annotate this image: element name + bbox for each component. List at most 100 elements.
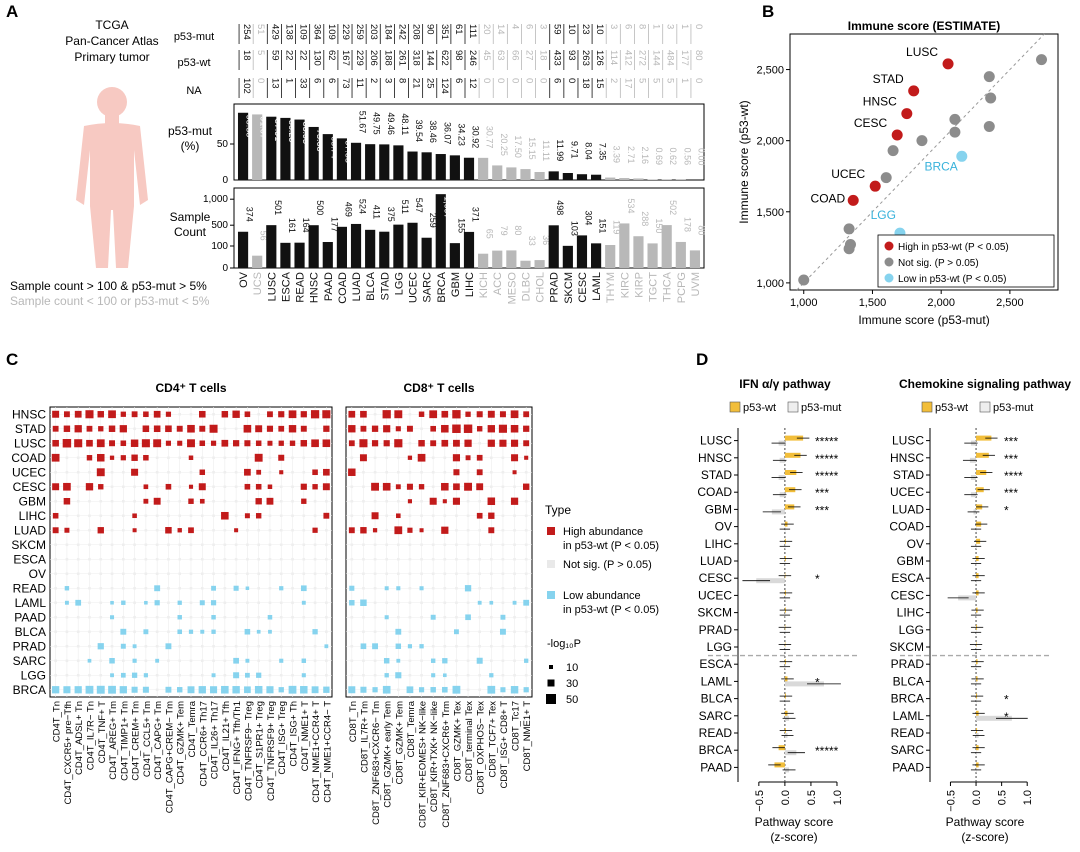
heatmap-cell bbox=[178, 673, 182, 677]
heatmap-cell bbox=[490, 630, 493, 634]
pathway-row-label: PRAD bbox=[891, 657, 925, 671]
count-value-label: 524 bbox=[358, 199, 368, 214]
heatmap-cell bbox=[406, 425, 413, 432]
pathway-row-label: LUAD bbox=[892, 502, 924, 516]
count-value-na_counts: 5 bbox=[636, 78, 647, 83]
heatmap-cell bbox=[408, 601, 412, 605]
pathway-row-label: SARC bbox=[891, 743, 925, 757]
heatmap-cell bbox=[453, 439, 460, 447]
heatmap-cell bbox=[88, 514, 91, 518]
heatmap-cell bbox=[312, 484, 318, 490]
count-value-mut_counts: 3 bbox=[538, 24, 549, 29]
heatmap-cell bbox=[501, 673, 505, 677]
heatmap-cell bbox=[325, 572, 328, 576]
heatmap-cell bbox=[143, 629, 149, 635]
heatmap-column-label: CD8T_ZNF683+CXCR6+ Trm bbox=[441, 701, 452, 828]
size-legend-label: 50 bbox=[566, 694, 578, 706]
heatmap-cell bbox=[110, 630, 114, 634]
heatmap-cell bbox=[513, 543, 516, 547]
y-tick-label: 2,000 bbox=[756, 136, 784, 148]
heatmap-cell bbox=[490, 572, 493, 576]
heatmap-cell bbox=[232, 410, 240, 418]
heatmap-cell bbox=[88, 528, 91, 532]
count-value-na_counts: 2 bbox=[608, 78, 619, 83]
heatmap-cell bbox=[302, 514, 306, 518]
heatmap-cell bbox=[371, 440, 379, 447]
heatmap-cell bbox=[382, 482, 391, 491]
heatmap-cell bbox=[466, 601, 470, 605]
heatmap-cell bbox=[348, 425, 356, 433]
heatmap-cell bbox=[212, 572, 215, 576]
count-value-label: 36 bbox=[541, 235, 551, 245]
heatmap-cell bbox=[360, 686, 367, 693]
count-value-label: 177 bbox=[329, 217, 339, 232]
heatmap-cell bbox=[362, 673, 365, 677]
heatmap-cell bbox=[501, 601, 505, 605]
heatmap-cell bbox=[349, 585, 355, 591]
heatmap-cell bbox=[488, 512, 495, 519]
heatmap-cell bbox=[420, 673, 423, 677]
heatmap-cell bbox=[291, 557, 294, 561]
heatmap-cell bbox=[313, 586, 317, 590]
heatmap-cell bbox=[133, 572, 136, 576]
heatmap-cell bbox=[478, 499, 481, 503]
heatmap-cell bbox=[167, 543, 170, 547]
heatmap-cell bbox=[189, 470, 193, 474]
heatmap-cell bbox=[350, 543, 354, 547]
heatmap-cell bbox=[431, 644, 435, 648]
heatmap-cell bbox=[455, 557, 458, 561]
count-value-mut_counts: 51 bbox=[255, 24, 266, 35]
count-value-mut_counts: 254 bbox=[241, 24, 252, 40]
heatmap-column-label: CD4T_CXCR5+ pre−Tfh bbox=[63, 701, 74, 804]
heatmap-cell bbox=[279, 470, 284, 475]
heatmap-cell bbox=[155, 644, 159, 648]
pathway-row-label: LAML bbox=[893, 709, 925, 723]
heatmap-cell bbox=[64, 586, 70, 591]
heatmap-cell bbox=[110, 615, 115, 620]
heatmap-cell bbox=[501, 485, 505, 489]
heatmap-cell bbox=[279, 514, 283, 518]
heatmap-cell bbox=[463, 424, 473, 433]
pathway-row-label: LUAD bbox=[700, 554, 732, 568]
cancer-type-label: LAML bbox=[591, 272, 603, 301]
heatmap-cell bbox=[490, 543, 493, 547]
heatmap-column-label: CD8T_ZNF683+CXCR6− Tm bbox=[371, 701, 382, 825]
count-value-wt_counts: 22 bbox=[298, 50, 309, 61]
count-bar bbox=[492, 250, 503, 268]
pct-bar bbox=[294, 119, 305, 180]
heatmap-cell bbox=[489, 673, 494, 678]
heatmap-cell bbox=[385, 601, 388, 605]
heatmap-cell bbox=[430, 658, 436, 663]
heatmap-cell bbox=[490, 485, 493, 489]
heatmap-cell bbox=[223, 644, 227, 648]
heatmap-cell bbox=[372, 528, 378, 533]
cancer-type-label: TGCT bbox=[648, 272, 660, 302]
cancer-type-label: SARC bbox=[422, 272, 434, 303]
pct-bar bbox=[421, 152, 432, 180]
heatmap-cell bbox=[110, 543, 114, 547]
pct-value-label: 7.35 bbox=[598, 143, 608, 161]
heatmap-cell bbox=[133, 427, 136, 431]
pct-bar bbox=[336, 138, 347, 180]
count-value-wt_counts: 59 bbox=[269, 50, 280, 61]
heatmap-cell bbox=[429, 410, 438, 419]
y-tick-label: 1,000 bbox=[756, 278, 784, 290]
heatmap-cell bbox=[501, 644, 505, 648]
pathway-row-label: COAD bbox=[697, 485, 732, 499]
heatmap-cell bbox=[199, 600, 205, 606]
heatmap-cell bbox=[301, 498, 307, 504]
heatmap-row-label: CESC bbox=[13, 480, 47, 494]
heatmap-cell bbox=[350, 456, 354, 460]
count-value-wt_counts: 167 bbox=[340, 50, 351, 66]
count-value-na_counts: 6 bbox=[552, 78, 563, 83]
heatmap-cell bbox=[177, 600, 182, 605]
heatmap-column-label: CD4T_S1PR1+ Treg bbox=[255, 701, 266, 788]
heatmap-cell bbox=[524, 572, 528, 576]
heatmap-column-label: CD4T_TNF+ T bbox=[97, 701, 108, 764]
heatmap-cell bbox=[310, 410, 320, 419]
row-label-na: NA bbox=[186, 85, 202, 97]
heatmap-cell bbox=[454, 629, 459, 635]
heatmap-cell bbox=[291, 644, 294, 648]
heatmap-panel-title: CD8⁺ T cells bbox=[403, 381, 474, 395]
heatmap-cell bbox=[455, 528, 458, 532]
